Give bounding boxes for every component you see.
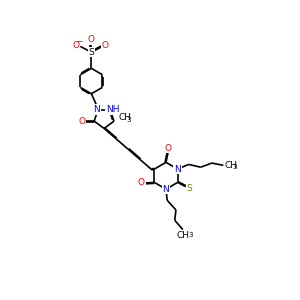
Text: 3: 3 [126,117,130,123]
Text: O: O [102,41,109,50]
Text: S: S [186,184,192,193]
Text: O: O [165,143,172,152]
Text: N: N [163,185,170,194]
Text: −: − [75,36,82,45]
Text: O: O [88,35,95,44]
Text: O: O [138,178,145,187]
Text: 3: 3 [232,164,237,170]
Text: S: S [88,48,94,57]
Text: 3: 3 [188,232,192,238]
Text: CH: CH [225,161,238,170]
Text: N: N [93,105,100,114]
Text: NH: NH [106,105,119,114]
Text: O: O [72,41,79,50]
Text: N: N [174,165,181,174]
Text: CH: CH [176,231,189,240]
Text: CH: CH [118,113,131,122]
Text: O: O [78,117,85,126]
